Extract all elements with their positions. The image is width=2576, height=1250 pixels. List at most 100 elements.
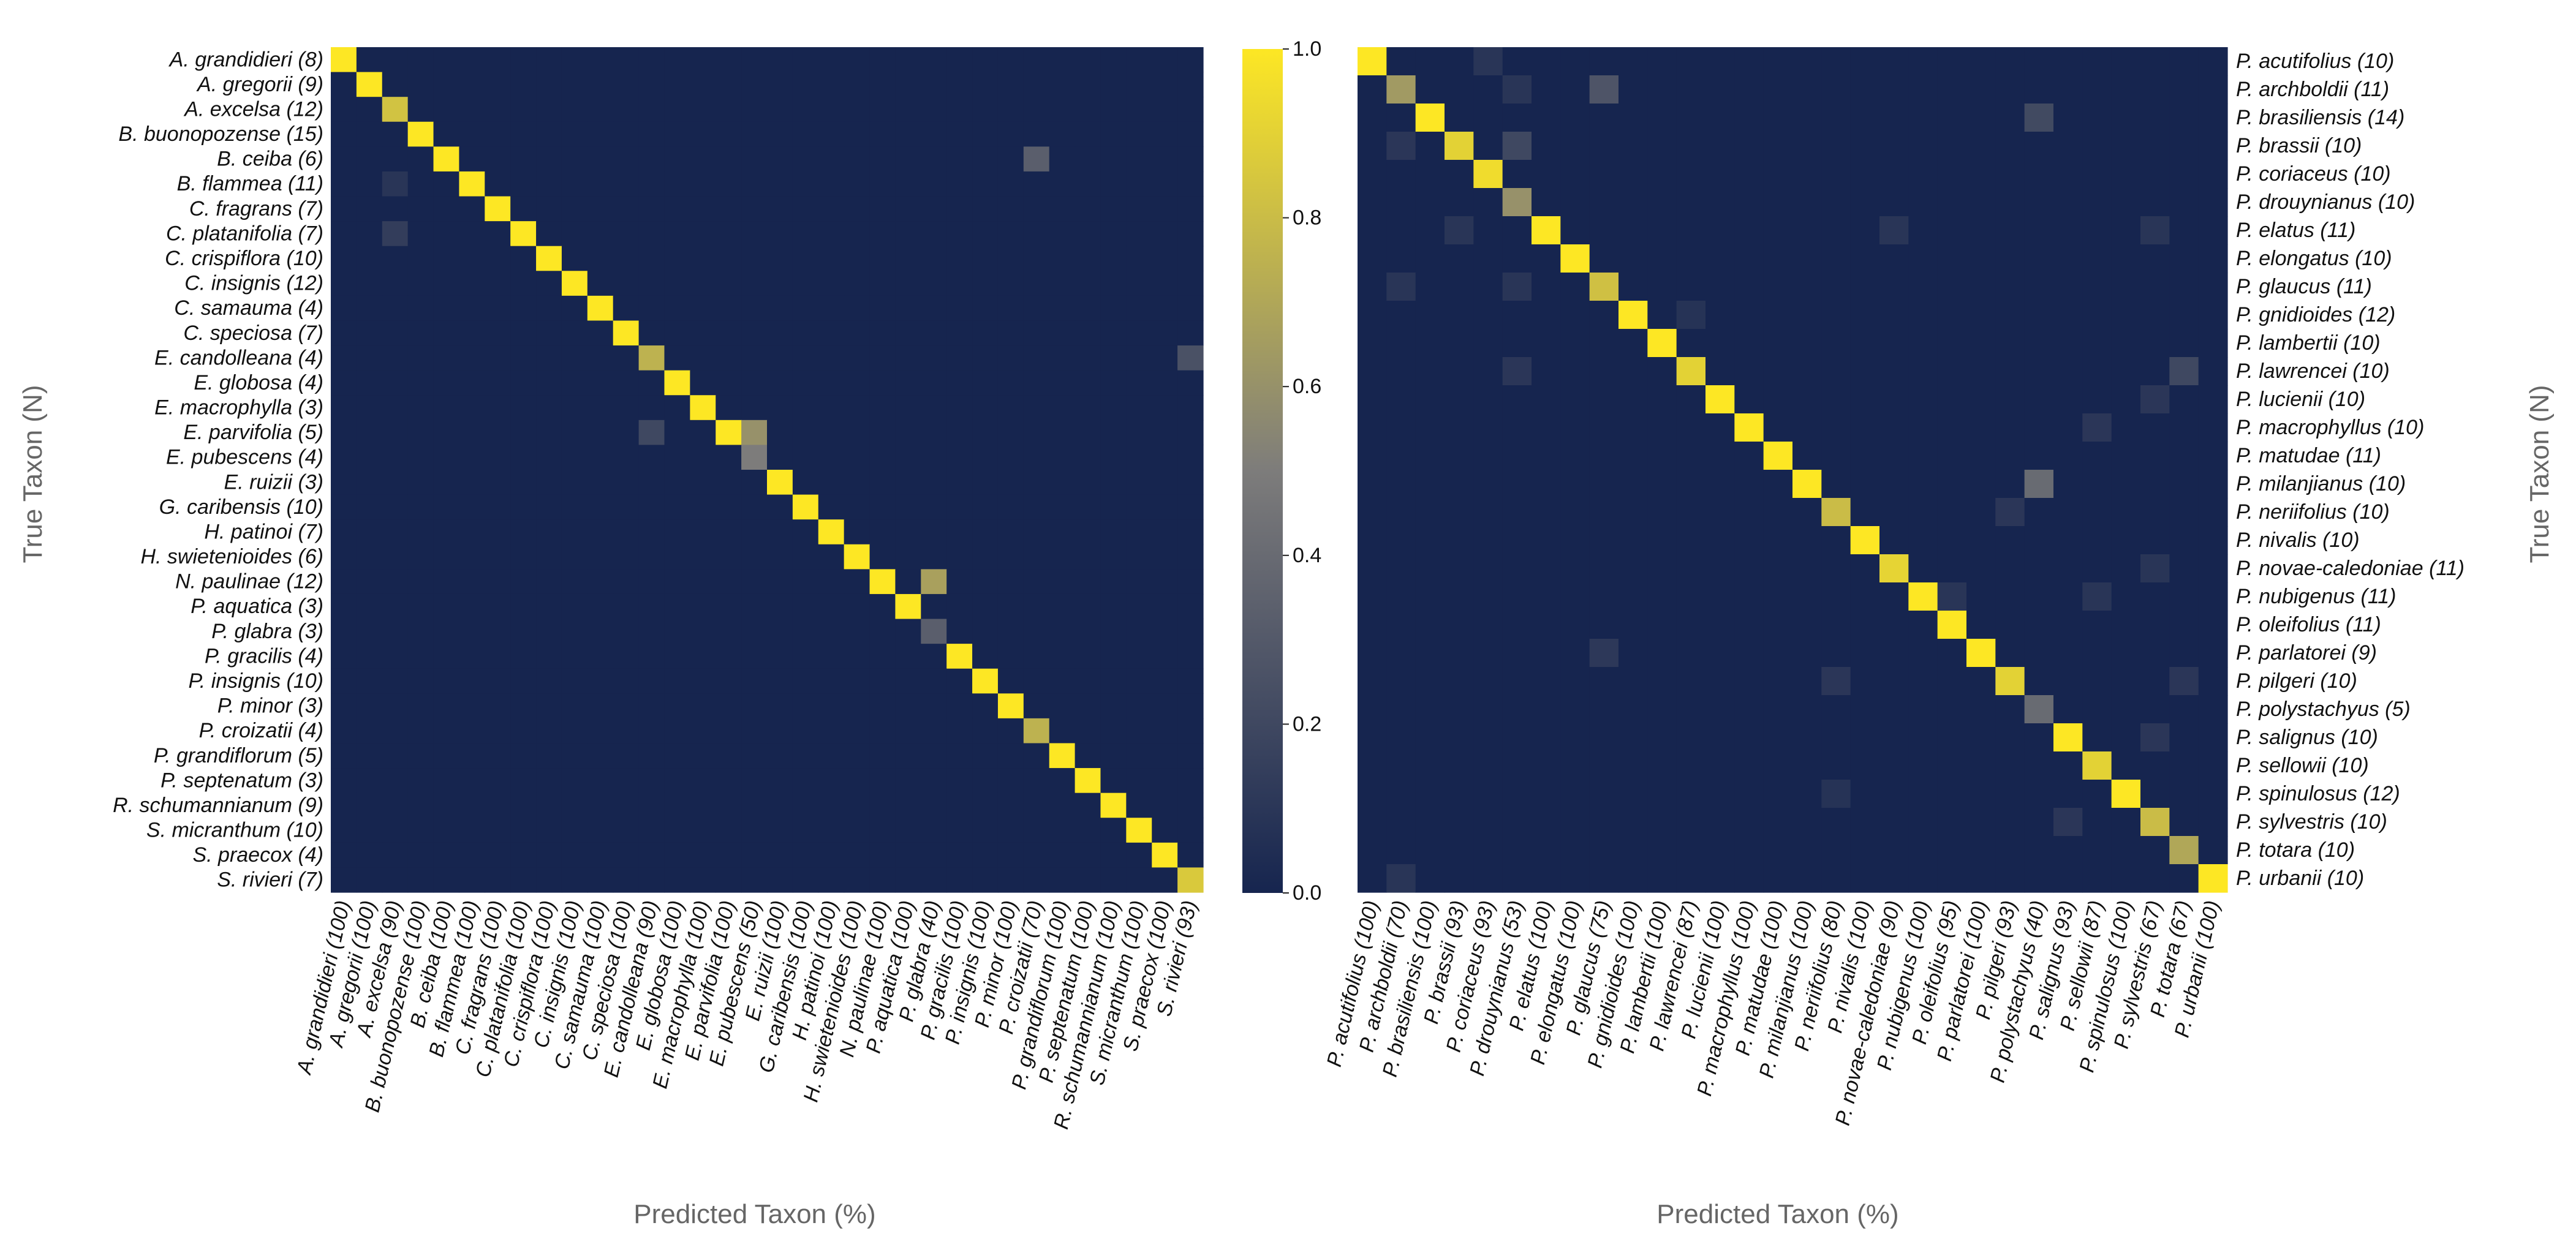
heatmap-cell bbox=[1358, 470, 1387, 499]
heatmap-cell bbox=[536, 196, 562, 222]
heatmap-cell bbox=[1152, 718, 1178, 744]
heatmap-cell bbox=[1358, 273, 1387, 301]
heatmap-cell bbox=[946, 718, 973, 744]
heatmap-cell bbox=[2140, 216, 2170, 245]
heatmap-cell bbox=[1850, 582, 1880, 611]
heatmap-cell bbox=[1734, 442, 1764, 470]
heatmap-cell bbox=[1734, 244, 1764, 273]
heatmap-cell bbox=[1502, 244, 1532, 273]
heatmap-cell bbox=[485, 842, 511, 868]
heatmap-cell bbox=[1049, 320, 1076, 346]
heatmap-cell bbox=[664, 619, 690, 644]
heatmap-cell bbox=[972, 320, 999, 346]
heatmap-cell bbox=[1560, 470, 1590, 499]
heatmap-cell bbox=[1023, 370, 1050, 396]
row-label: C. samauma (4) bbox=[174, 296, 323, 320]
heatmap-cell bbox=[1177, 370, 1204, 396]
heatmap-cell bbox=[921, 818, 947, 843]
heatmap-cell bbox=[510, 345, 537, 371]
heatmap-cell bbox=[1415, 244, 1445, 273]
heatmap-cell bbox=[716, 693, 742, 719]
heatmap-cell bbox=[921, 420, 947, 446]
heatmap-cell bbox=[459, 395, 485, 421]
heatmap-cell bbox=[587, 569, 614, 595]
heatmap-cell bbox=[561, 818, 588, 843]
heatmap-cell bbox=[997, 420, 1024, 446]
heatmap-cell bbox=[1358, 188, 1387, 217]
heatmap-cell bbox=[1502, 301, 1532, 329]
heatmap-cell bbox=[1152, 146, 1178, 172]
heatmap-cell bbox=[664, 593, 690, 620]
heatmap-cell bbox=[510, 146, 537, 172]
row-label: N. paulinae (12) bbox=[175, 570, 323, 593]
heatmap-cell bbox=[1937, 498, 1967, 527]
heatmap-cell bbox=[331, 544, 357, 570]
heatmap-cell bbox=[2169, 75, 2199, 104]
heatmap-cell bbox=[1502, 470, 1532, 499]
heatmap-cell bbox=[818, 768, 845, 794]
heatmap-cell bbox=[1705, 864, 1735, 893]
heatmap-cell bbox=[946, 668, 973, 694]
heatmap-cell bbox=[1792, 836, 1822, 865]
heatmap-cell bbox=[1734, 498, 1764, 527]
heatmap-cell bbox=[1908, 864, 1938, 893]
heatmap-cell bbox=[1792, 385, 1822, 414]
heatmap-cell bbox=[485, 171, 511, 197]
heatmap-cell bbox=[1966, 526, 1996, 555]
heatmap-cell bbox=[1618, 188, 1648, 217]
heatmap-cell bbox=[946, 743, 973, 769]
heatmap-cell bbox=[407, 320, 434, 346]
heatmap-cell bbox=[1995, 836, 2025, 865]
heatmap-cell bbox=[972, 569, 999, 595]
heatmap-cell bbox=[972, 644, 999, 669]
heatmap-cell bbox=[716, 569, 742, 595]
row-label: B. ceiba (6) bbox=[217, 148, 323, 171]
heatmap-cell bbox=[1937, 554, 1967, 583]
heatmap-cell bbox=[844, 246, 871, 271]
heatmap-cell bbox=[2053, 216, 2083, 245]
heatmap-cell bbox=[2198, 808, 2228, 837]
heatmap-cell bbox=[869, 246, 896, 271]
heatmap-cell bbox=[1358, 667, 1387, 696]
heatmap-cell bbox=[638, 171, 665, 197]
heatmap-cell bbox=[2082, 442, 2112, 470]
heatmap-cell bbox=[921, 693, 947, 719]
heatmap-cell bbox=[2169, 639, 2199, 668]
heatmap-cell bbox=[613, 221, 640, 247]
heatmap-cell bbox=[1100, 818, 1127, 843]
heatmap-cell bbox=[2024, 695, 2054, 724]
heatmap-cell bbox=[1618, 695, 1648, 724]
heatmap-cell bbox=[459, 97, 485, 122]
heatmap-cell bbox=[1473, 836, 1503, 865]
heatmap-cell bbox=[741, 246, 768, 271]
heatmap-cell bbox=[2169, 413, 2199, 442]
heatmap-cell bbox=[1908, 75, 1938, 104]
heatmap-cell bbox=[767, 544, 793, 570]
heatmap-cell bbox=[510, 395, 537, 421]
row-label: P. septenatum (3) bbox=[161, 769, 323, 792]
heatmap-cell bbox=[767, 445, 793, 470]
heatmap-cell bbox=[485, 519, 511, 545]
heatmap-cell bbox=[1100, 420, 1127, 446]
heatmap-cell bbox=[1589, 723, 1619, 752]
heatmap-cell bbox=[587, 196, 614, 222]
heatmap-cell bbox=[1075, 793, 1101, 818]
heatmap-cell bbox=[1473, 808, 1503, 837]
heatmap-cell bbox=[407, 593, 434, 620]
heatmap-cell bbox=[972, 818, 999, 843]
heatmap-cell bbox=[1734, 75, 1764, 104]
heatmap-cell bbox=[510, 72, 537, 97]
heatmap-cell bbox=[2111, 75, 2141, 104]
heatmap-cell bbox=[1589, 188, 1619, 217]
heatmap-cell bbox=[921, 718, 947, 744]
heatmap-cell bbox=[921, 619, 947, 644]
heatmap-cell bbox=[2198, 751, 2228, 780]
heatmap-cell bbox=[767, 743, 793, 769]
heatmap-cell bbox=[459, 72, 485, 97]
heatmap-cell bbox=[1705, 47, 1735, 76]
heatmap-cell bbox=[767, 121, 793, 147]
heatmap-cell bbox=[613, 793, 640, 818]
heatmap-cell bbox=[1023, 146, 1050, 172]
heatmap-cell bbox=[1995, 582, 2025, 611]
heatmap-cell bbox=[536, 718, 562, 744]
